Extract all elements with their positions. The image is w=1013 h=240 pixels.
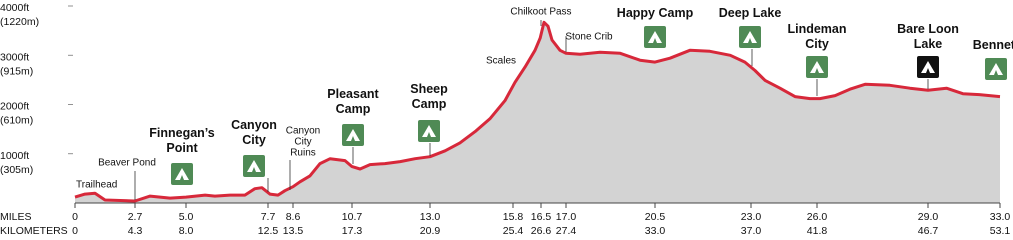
x2-axis-title: KILOMETERS xyxy=(0,225,68,237)
x-tick-label: 17.0 xyxy=(556,211,577,223)
x-tick-label: 7.7 xyxy=(261,211,276,223)
y-tick-metric-label: (305m) xyxy=(0,164,33,176)
camp-icon-tent xyxy=(743,31,757,43)
annotation-label: Bennett xyxy=(973,38,1013,52)
annotation-label: Stone Crib xyxy=(565,31,613,42)
camp-icon xyxy=(917,56,939,78)
camp-icon xyxy=(243,155,265,177)
x2-tick-label: 33.0 xyxy=(645,225,666,237)
camp-icon xyxy=(739,26,761,48)
y-tick-metric-label: (915m) xyxy=(0,65,33,77)
x2-tick-label: 17.3 xyxy=(342,225,363,237)
annotation-label: Finnegan’s xyxy=(149,126,215,140)
y-tick-metric-label: (1220m) xyxy=(0,16,39,28)
x-tick-label: 13.0 xyxy=(420,211,441,223)
annotation-label: Point xyxy=(166,141,198,155)
x-tick-label: 26.0 xyxy=(807,211,828,223)
x-tick-label: 33.0 xyxy=(990,211,1011,223)
camp-icon xyxy=(171,163,193,185)
x2-tick-label: 4.3 xyxy=(128,225,143,237)
annotation-label: Chilkoot Pass xyxy=(510,6,571,17)
x2-tick-label: 37.0 xyxy=(741,225,762,237)
annotation-label: Lake xyxy=(914,37,943,51)
x-tick-label: 5.0 xyxy=(179,211,194,223)
camp-icon-tent xyxy=(989,63,1003,75)
annotation-label: Bare Loon xyxy=(897,22,959,36)
x2-tick-label: 46.7 xyxy=(918,225,939,237)
x-tick-label: 8.6 xyxy=(286,211,301,223)
annotation-label: Beaver Pond xyxy=(98,157,156,168)
elevation-area xyxy=(75,22,1000,203)
annotation-label: City xyxy=(294,136,311,147)
y-tick-label: 3000ft xyxy=(0,51,29,63)
camp-icon xyxy=(644,26,666,48)
x-tick-label: 23.0 xyxy=(741,211,762,223)
annotation-label: Sheep xyxy=(410,82,448,96)
annotation-label: Trailhead xyxy=(76,179,117,190)
x2-tick-label: 53.1 xyxy=(990,225,1011,237)
annotation-label: Pleasant xyxy=(327,87,379,101)
x2-tick-label: 41.8 xyxy=(807,225,828,237)
x-tick-label: 29.0 xyxy=(918,211,939,223)
annotation-label: Canyon xyxy=(286,125,320,136)
x2-tick-label: 26.6 xyxy=(531,225,552,237)
camp-icon-tent xyxy=(247,160,261,172)
annotation-label: Canyon xyxy=(231,118,277,132)
x2-tick-label: 13.5 xyxy=(283,225,304,237)
camp-icon-tent xyxy=(422,125,436,137)
annotation-label: Lindeman xyxy=(787,22,846,36)
camp-icon xyxy=(418,120,440,142)
camp-icon-tent xyxy=(648,31,662,43)
x2-tick-label: 20.9 xyxy=(420,225,441,237)
annotation-label: Ruins xyxy=(290,147,316,158)
x-tick-label: 20.5 xyxy=(645,211,666,223)
x-tick-label: 15.8 xyxy=(503,211,524,223)
y-tick-label: 1000ft xyxy=(0,150,29,162)
camp-icon-tent xyxy=(810,61,824,73)
y-tick-metric-label: (610m) xyxy=(0,115,33,127)
camp-icon-tent xyxy=(346,129,360,141)
x2-tick-label: 0 xyxy=(72,225,78,237)
annotation-label: City xyxy=(242,133,266,147)
camp-icon xyxy=(342,124,364,146)
x-axis-title: MILES xyxy=(0,211,32,223)
y-tick-label: 2000ft xyxy=(0,101,29,113)
annotation-label: City xyxy=(805,37,829,51)
y-tick-label: 4000ft xyxy=(0,2,29,14)
x2-tick-label: 27.4 xyxy=(556,225,577,237)
x2-tick-label: 8.0 xyxy=(179,225,194,237)
camp-icon-tent xyxy=(921,61,935,73)
annotation-label: Camp xyxy=(336,102,371,116)
annotation-label: Camp xyxy=(412,97,447,111)
annotation-label: Deep Lake xyxy=(719,6,782,20)
annotation-label: Scales xyxy=(486,55,516,66)
x2-tick-label: 12.5 xyxy=(258,225,279,237)
x-tick-label: 16.5 xyxy=(531,211,552,223)
x2-tick-label: 25.4 xyxy=(503,225,524,237)
x-tick-label: 10.7 xyxy=(342,211,363,223)
camp-icon xyxy=(806,56,828,78)
x-tick-label: 2.7 xyxy=(128,211,143,223)
annotation-label: Happy Camp xyxy=(617,6,694,20)
camp-icon-tent xyxy=(175,168,189,180)
elevation-line xyxy=(74,20,1001,203)
x-tick-label: 0 xyxy=(72,211,78,223)
camp-icon xyxy=(985,58,1007,80)
